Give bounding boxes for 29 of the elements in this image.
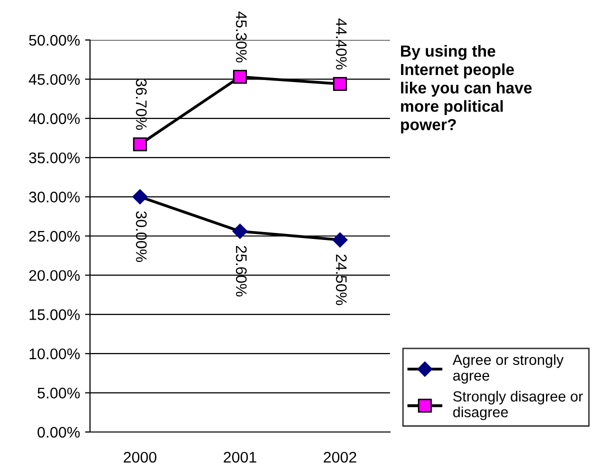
- y-tick-label: 40.00%: [28, 113, 80, 124]
- point: [333, 76, 347, 91]
- y-tick-label: 45.00%: [28, 74, 80, 85]
- y-tick-label: 10.00%: [30, 348, 80, 360]
- x-tick-label: 2000: [124, 452, 156, 463]
- data-label: 25.60%: [236, 246, 247, 296]
- x-tick-label: 2001: [224, 452, 256, 463]
- y-tick-label: 35.00%: [29, 152, 80, 164]
- data-label: 30.00%: [136, 211, 147, 262]
- data-label: 24.50%: [336, 254, 347, 306]
- text: By using the Internet people like you can have more political power?: [401, 45, 532, 134]
- point: [133, 137, 147, 152]
- data-label: 36.70%: [136, 79, 147, 130]
- y-tick-label: 20.00%: [29, 270, 80, 281]
- y-tick-label: 0.00%: [38, 426, 80, 438]
- point: [233, 70, 247, 84]
- data-label: 44.40%: [336, 18, 347, 70]
- y-tick-label: 50.00%: [29, 34, 80, 46]
- y-tick-label: 30.00%: [29, 192, 80, 202]
- legend-label: Agree or strongly agree: [452, 354, 564, 384]
- point: [132, 189, 148, 204]
- y-tick-label: 15.00%: [30, 309, 80, 320]
- y-tick-label: 25.00%: [29, 230, 80, 242]
- legend-label: Strongly disagree or disagree: [453, 390, 583, 420]
- point: [332, 232, 348, 248]
- y-tick-label: 5.00%: [38, 388, 80, 398]
- data-label: 45.30%: [236, 11, 247, 62]
- x-tick-label: 2002: [324, 452, 356, 463]
- point: [232, 224, 248, 239]
